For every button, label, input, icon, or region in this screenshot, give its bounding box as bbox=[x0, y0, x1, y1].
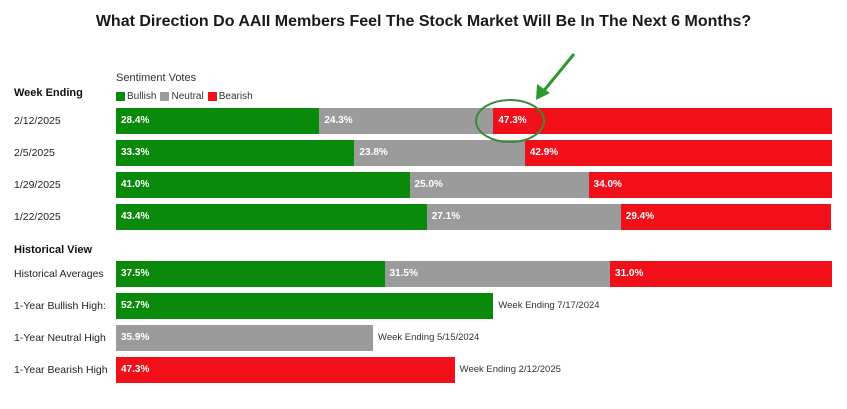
week-row-0-bearish-bar: 47.3% bbox=[493, 108, 832, 134]
week-row-1-bullish-bar-label: 33.3% bbox=[121, 147, 150, 158]
high-row-bearish-bar: 47.3% bbox=[116, 357, 455, 383]
high-row-bullish-note: Week Ending 7/17/2024 bbox=[498, 300, 600, 311]
high-row-neutral-label: 1-Year Neutral High bbox=[14, 332, 106, 344]
week-row-1-neutral-bar-label: 23.8% bbox=[359, 147, 388, 158]
historical-averages-bearish-bar-label: 31.0% bbox=[615, 268, 644, 279]
week-row-0-neutral-bar-label: 24.3% bbox=[324, 115, 353, 126]
historical-averages-label: Historical Averages bbox=[14, 268, 104, 280]
legend-item-bearish: Bearish bbox=[207, 91, 253, 102]
highlight-arrow-shaft bbox=[540, 53, 576, 94]
week-row-2-bullish-bar: 41.0% bbox=[116, 172, 410, 198]
week-row-1-neutral-bar: 23.8% bbox=[354, 140, 525, 166]
legend-item-neutral: Neutral bbox=[160, 91, 204, 102]
high-row-bearish-bar-label: 47.3% bbox=[121, 364, 150, 375]
week-row-3-bullish-bar: 43.4% bbox=[116, 204, 427, 230]
historical-averages-neutral-bar: 31.5% bbox=[384, 261, 611, 287]
week-row-2-bearish-bar: 34.0% bbox=[588, 172, 832, 198]
week-row-3-bullish-bar-label: 43.4% bbox=[121, 211, 150, 222]
legend: Bullish Neutral Bearish bbox=[116, 91, 257, 102]
week-row-0-neutral-bar: 24.3% bbox=[319, 108, 494, 134]
chart-title: What Direction Do AAII Members Feel The … bbox=[95, 13, 752, 30]
week-row-0-label: 2/12/2025 bbox=[14, 115, 61, 127]
historical-averages-bullish-bar-label: 37.5% bbox=[121, 268, 150, 279]
week-row-3-neutral-bar: 27.1% bbox=[426, 204, 621, 230]
week-row-1-bullish-bar: 33.3% bbox=[116, 140, 355, 166]
high-row-neutral-bar-label: 35.9% bbox=[121, 332, 150, 343]
legend-swatch-neutral bbox=[160, 92, 170, 101]
high-row-bearish-label: 1-Year Bearish High bbox=[14, 364, 108, 376]
week-row-1-label: 2/5/2025 bbox=[14, 147, 55, 159]
week-row-3-neutral-bar-label: 27.1% bbox=[431, 211, 461, 222]
legend-label-neutral: Neutral bbox=[171, 91, 204, 102]
legend-swatch-bullish bbox=[116, 92, 125, 101]
week-row-3-bearish-bar: 29.4% bbox=[620, 204, 832, 230]
historical-averages-bullish-bar: 37.5% bbox=[116, 261, 385, 287]
high-row-bullish-label: 1-Year Bullish High: bbox=[14, 300, 106, 312]
week-row-0-bullish-bar: 28.4% bbox=[116, 108, 320, 134]
historical-view-heading: Historical View bbox=[14, 244, 93, 256]
high-row-neutral-note: Week Ending 5/15/2024 bbox=[378, 332, 480, 343]
legend-label-bearish: Bearish bbox=[218, 91, 253, 102]
week-row-2-bearish-bar-label: 34.0% bbox=[593, 179, 622, 190]
high-row-neutral-bar: 35.9% bbox=[116, 325, 374, 351]
week-row-1-bearish-bar-label: 42.9% bbox=[529, 147, 559, 158]
week-row-0-bullish-bar-label: 28.4% bbox=[121, 115, 150, 126]
legend-title: Sentiment Votes bbox=[116, 72, 197, 84]
high-row-bearish-note: Week Ending 2/12/2025 bbox=[459, 364, 561, 375]
highlight-arrow-head bbox=[536, 84, 550, 100]
week-row-2-label: 1/29/2025 bbox=[14, 179, 61, 191]
legend-swatch-bearish bbox=[207, 92, 217, 101]
historical-averages-neutral-bar-label: 31.5% bbox=[389, 268, 418, 279]
week-row-2-bullish-bar-label: 41.0% bbox=[121, 179, 150, 190]
legend-label-bullish: Bullish bbox=[127, 91, 157, 102]
week-ending-heading: Week Ending bbox=[14, 87, 83, 99]
high-row-bullish-bar: 52.7% bbox=[116, 293, 494, 319]
week-row-2-neutral-bar-label: 25.0% bbox=[414, 179, 443, 190]
week-row-3-bearish-bar-label: 29.4% bbox=[625, 211, 655, 222]
week-row-0-bearish-bar-label: 47.3% bbox=[498, 115, 527, 126]
legend-item-bullish: Bullish bbox=[116, 91, 156, 102]
week-row-1-bearish-bar: 42.9% bbox=[524, 140, 832, 166]
week-row-2-neutral-bar: 25.0% bbox=[409, 172, 589, 198]
week-row-3-label: 1/22/2025 bbox=[14, 211, 61, 223]
historical-averages-bearish-bar: 31.0% bbox=[610, 261, 832, 287]
high-row-bullish-bar-label: 52.7% bbox=[121, 300, 150, 311]
